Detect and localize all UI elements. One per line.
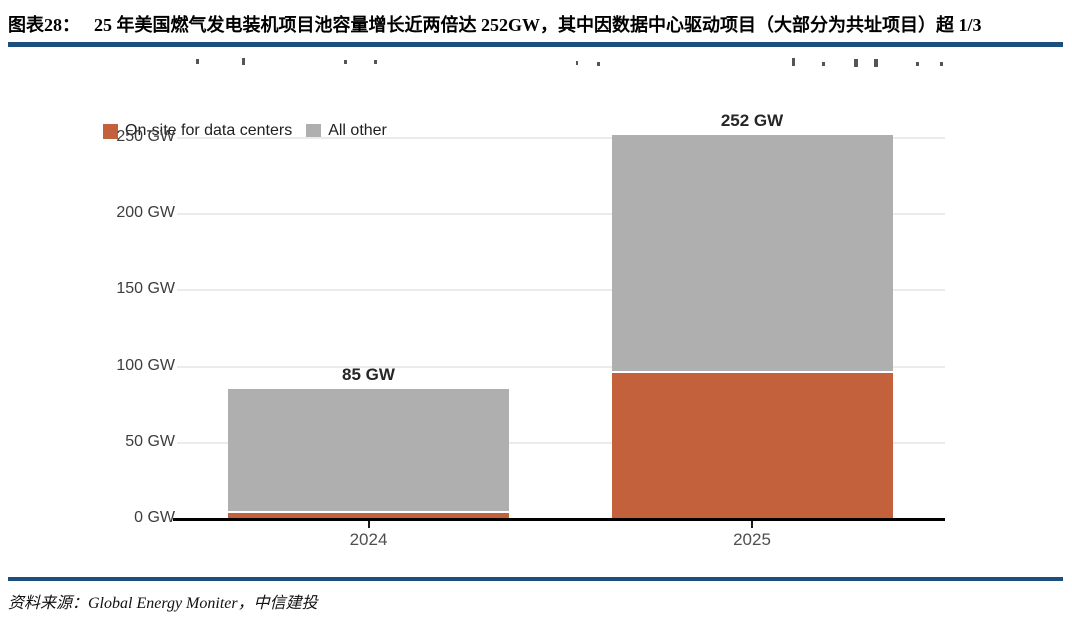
cropped-text-fragment (854, 59, 858, 67)
gridline (177, 441, 945, 444)
x-axis-line (173, 517, 945, 521)
cropped-text-fragment (874, 59, 878, 67)
legend-label: All other (328, 122, 387, 139)
gridline (177, 289, 945, 292)
y-axis-tick-label: 200 GW (116, 204, 175, 222)
bar-total-label: 252 GW (720, 110, 784, 130)
x-axis-category-label: 2025 (733, 530, 771, 549)
cropped-text-fragment (916, 62, 919, 66)
x-axis-tick (367, 521, 370, 528)
legend-swatch-icon (306, 123, 322, 139)
y-axis-tick-label: 250 GW (116, 128, 175, 145)
bar-segment-other (611, 134, 893, 373)
header-divider (8, 42, 1063, 47)
cropped-text-fragment (940, 62, 943, 66)
y-axis-tick-label: 0 GW (134, 509, 175, 526)
figure-label: 图表28： (8, 15, 80, 35)
chart-area: On-site for data centers All other 0 GW 50… (0, 50, 1072, 570)
cropped-text-fragment (792, 58, 795, 66)
legend-item: All other (306, 122, 387, 140)
cropped-text-fragment (242, 58, 245, 65)
figure-title: 25 年美国燃气发电装机项目池容量增长近两倍达 252GW，其中因数据中心驱动项… (94, 15, 982, 35)
y-axis-tick-label: 50 GW (125, 432, 175, 450)
bar-segment-datacenter (611, 372, 893, 519)
cropped-text-fragment (822, 62, 825, 66)
cropped-text-fragment (344, 60, 347, 64)
figure-header: 图表28： 25 年美国燃气发电装机项目池容量增长近两倍达 252GW，其中因数… (8, 11, 1064, 37)
bar-total-label: 85 GW (342, 365, 395, 385)
chart-legend: On-site for data centers All other (103, 122, 387, 140)
cropped-text-fragment (374, 60, 377, 64)
cropped-text-fragment (196, 59, 199, 64)
x-axis-category-label: 2024 (349, 530, 388, 549)
legend-swatch-icon (103, 123, 118, 139)
y-axis-tick-label: 150 GW (116, 280, 175, 298)
cropped-text-fragment (597, 62, 600, 66)
x-axis-tick (751, 521, 753, 528)
source-note: 资料来源：Global Energy Moniter，中信建投 (8, 595, 318, 612)
cropped-text-fragment (576, 61, 578, 65)
gridline (177, 365, 945, 368)
bar-segment-datacenter (228, 512, 509, 519)
legend-item: On-site for data centers (103, 122, 292, 140)
footer-divider (8, 577, 1063, 581)
gridline (177, 137, 945, 139)
legend-label: On-site for data centers (125, 122, 293, 139)
y-axis-tick-label: 100 GW (116, 356, 175, 374)
gridline (177, 213, 945, 216)
bar-segment-other (228, 389, 509, 513)
